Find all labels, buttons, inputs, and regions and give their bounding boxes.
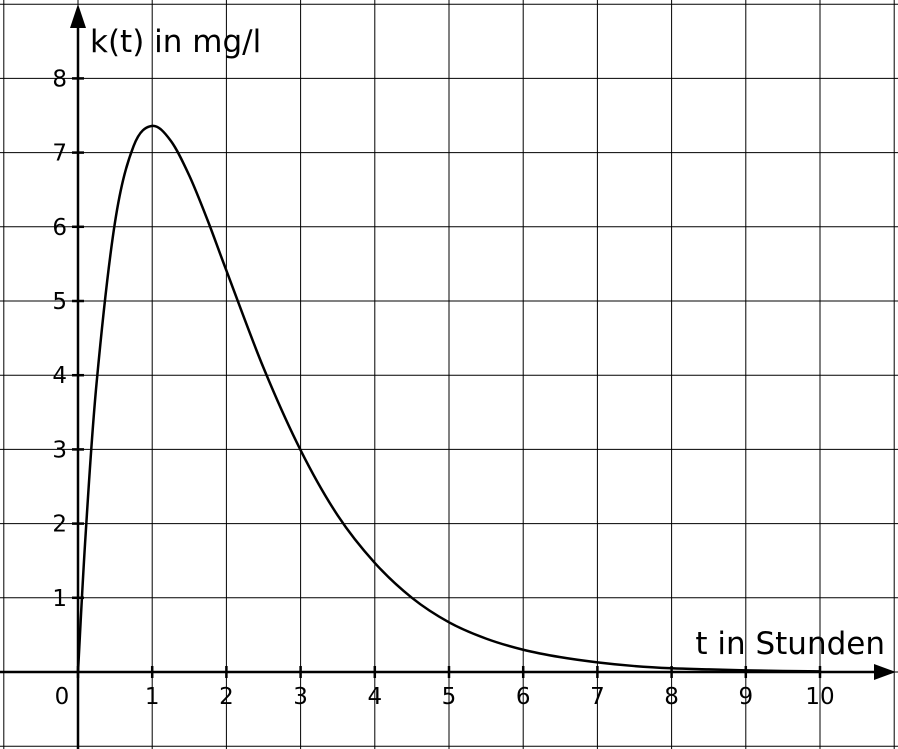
tick-labels: 0 1 2 3 4 5 6 7 8 9 10 1 2 3 4 5 6 7 8 — [52, 66, 834, 710]
y-tick-label: 4 — [52, 363, 67, 389]
y-tick-label: 8 — [52, 66, 67, 92]
x-tick-label: 9 — [738, 684, 753, 710]
x-tick-label: 8 — [664, 684, 679, 710]
y-tick-label: 7 — [52, 141, 67, 167]
y-tick-label: 5 — [52, 289, 67, 315]
x-tick-label: 7 — [590, 684, 605, 710]
y-axis-arrow — [70, 4, 86, 28]
x-tick-label: 6 — [516, 684, 531, 710]
x-tick-label: 4 — [367, 684, 382, 710]
y-tick-label: 3 — [52, 437, 67, 463]
series-line — [76, 124, 821, 673]
x-axis-arrow — [874, 664, 896, 680]
axes — [0, 4, 896, 749]
x-axis-title: t in Stunden — [695, 626, 885, 662]
x-tick-label: 5 — [442, 684, 457, 710]
y-tick-label: 1 — [52, 586, 67, 612]
y-axis-title: k(t) in mg/l — [90, 24, 261, 60]
x-tick-label: 1 — [145, 684, 160, 710]
y-tick-label: 2 — [52, 512, 67, 538]
x-tick-label: 3 — [293, 684, 308, 710]
x-tick-label: 10 — [805, 684, 834, 710]
x-tick-label: 2 — [219, 684, 234, 710]
x-tick-label: 0 — [55, 684, 70, 710]
y-tick-label: 6 — [52, 215, 67, 241]
